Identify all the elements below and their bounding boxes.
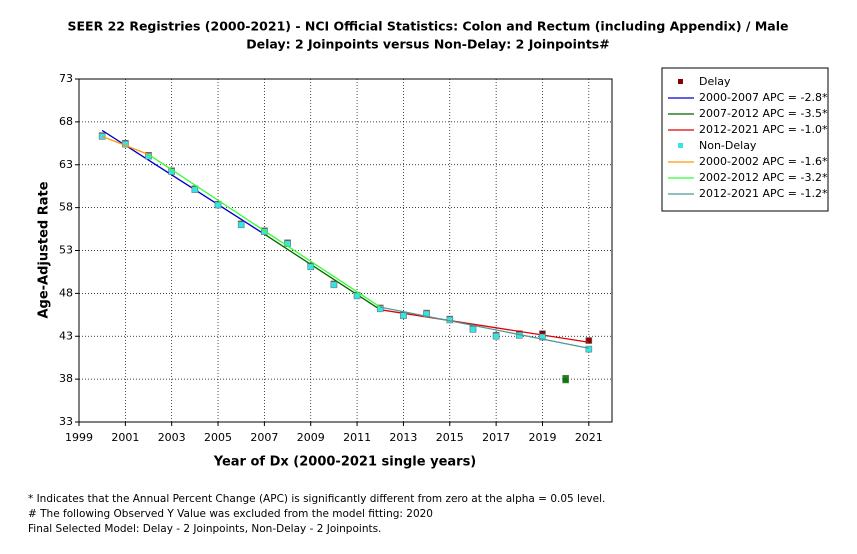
x-tick-label: 2001	[111, 431, 139, 444]
x-tick-label: 2015	[436, 431, 464, 444]
legend-label: 2002-2012 APC = -3.2*	[699, 171, 828, 184]
legend-label: 2000-2007 APC = -2.8*	[699, 91, 828, 104]
data-point	[353, 292, 361, 300]
x-tick-label: 2007	[250, 431, 278, 444]
chart-subtitle: Delay: 2 Joinpoints versus Non-Delay: 2 …	[246, 37, 609, 52]
data-point	[307, 263, 315, 271]
data-point	[492, 332, 500, 340]
x-tick-label: 2021	[575, 431, 603, 444]
data-point	[191, 186, 199, 193]
y-tick-label: 33	[59, 415, 73, 428]
fit-line	[148, 153, 381, 308]
x-tick-label: 2005	[204, 431, 232, 444]
fit-line	[101, 135, 149, 156]
data-point	[330, 281, 338, 289]
x-tick-label: 2003	[158, 431, 186, 444]
x-tick-label: 2019	[528, 431, 556, 444]
y-tick-label: 63	[59, 158, 73, 171]
plot-frame	[78, 78, 613, 423]
y-tick-label: 38	[59, 372, 73, 385]
data-point	[539, 333, 546, 341]
chart-title: SEER 22 Registries (2000-2021) - NCI Off…	[68, 19, 789, 34]
x-tick-label: 2013	[389, 431, 417, 444]
legend-label: 2007-2012 APC = -3.5*	[699, 107, 828, 120]
y-tick-label: 53	[59, 244, 73, 257]
fit-line	[380, 306, 589, 349]
x-tick-label: 1999	[65, 431, 93, 444]
legend-label: 2012-2021 APC = -1.2*	[699, 187, 828, 200]
fit-line	[101, 129, 265, 235]
y-tick-label: 73	[59, 72, 73, 85]
data-point	[261, 228, 268, 235]
legend-label: 2000-2002 APC = -1.6*	[699, 155, 828, 168]
data-point	[469, 326, 477, 333]
data-point	[585, 337, 593, 344]
y-tick-label: 43	[59, 329, 73, 342]
data-point	[237, 221, 245, 229]
x-tick-label: 2009	[297, 431, 325, 444]
footnote: Final Selected Model: Delay - 2 Joinpoin…	[28, 523, 381, 535]
y-tick-label: 48	[59, 286, 73, 299]
legend-box	[661, 67, 829, 212]
data-point	[562, 376, 569, 384]
y-tick-label: 58	[59, 201, 73, 214]
legend-label: Delay	[699, 75, 731, 88]
legend-swatch	[678, 79, 683, 84]
data-point	[400, 312, 407, 319]
x-tick-label: 2017	[482, 431, 510, 444]
data-point	[585, 345, 593, 353]
legend-label: 2012-2021 APC = -1.0*	[699, 123, 828, 136]
data-point	[376, 305, 384, 313]
legend-label: Non-Delay	[699, 139, 757, 152]
y-tick-label: 68	[59, 115, 73, 128]
y-axis-title: Age-Adjusted Rate	[37, 181, 52, 318]
footnote: * Indicates that the Annual Percent Chan…	[28, 493, 605, 505]
footnote: # The following Observed Y Value was exc…	[28, 508, 433, 520]
data-point	[423, 310, 430, 318]
fit-line	[380, 309, 589, 343]
footnotes: * Indicates that the Annual Percent Chan…	[28, 493, 605, 535]
legend-swatch	[678, 143, 683, 148]
data-point	[214, 201, 222, 209]
x-axis-title: Year of Dx (2000-2021 single years)	[213, 455, 477, 470]
x-tick-label: 2011	[343, 431, 371, 444]
fit-line	[264, 233, 381, 311]
